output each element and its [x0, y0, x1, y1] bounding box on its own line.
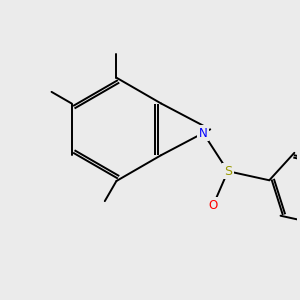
Text: S: S — [224, 165, 232, 178]
Text: O: O — [208, 199, 218, 212]
Text: N: N — [199, 127, 208, 140]
